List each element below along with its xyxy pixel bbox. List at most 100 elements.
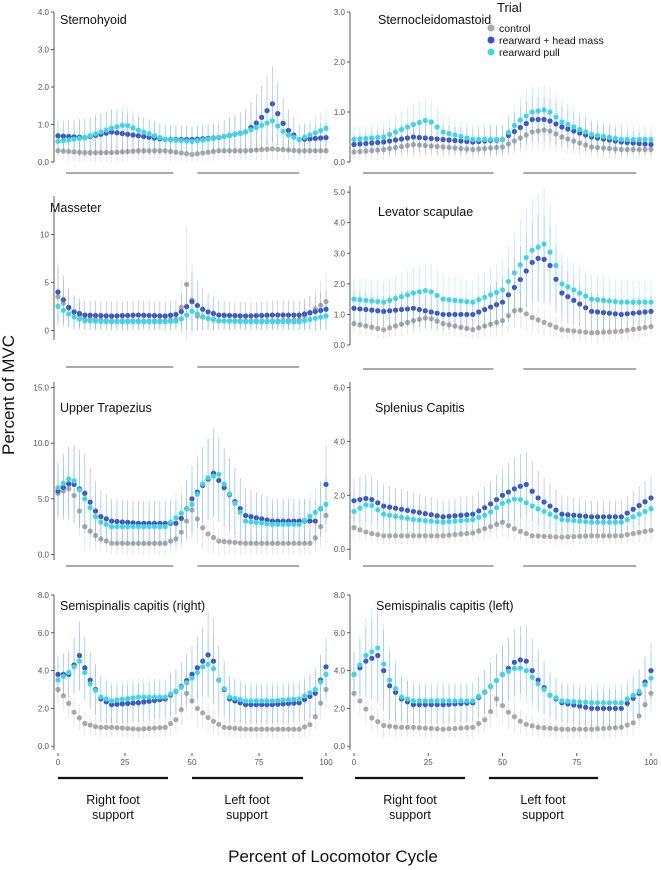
data-point <box>135 127 141 133</box>
data-point <box>312 518 318 524</box>
data-point <box>173 536 179 542</box>
data-point <box>470 311 476 318</box>
data-point <box>369 502 375 509</box>
data-point <box>323 135 329 141</box>
data-point <box>189 151 195 158</box>
data-point <box>381 503 387 509</box>
data-point <box>269 312 275 318</box>
data-point <box>422 315 428 321</box>
data-point <box>375 507 381 513</box>
data-point <box>446 532 452 538</box>
data-point <box>259 540 265 546</box>
data-point <box>114 124 120 130</box>
y-tick-label: 1.0 <box>334 108 346 117</box>
panel-masseter: Masseter 0 5 10 <box>40 196 329 368</box>
series-rearward-pull <box>351 85 654 155</box>
series-rearward-pull <box>351 472 654 536</box>
data-point <box>66 148 72 155</box>
data-point <box>285 697 292 703</box>
data-point <box>511 122 517 129</box>
data-point <box>553 726 559 732</box>
data-point <box>210 148 217 155</box>
data-point <box>357 148 363 155</box>
y-tick-label: 3.0 <box>38 46 50 55</box>
data-point <box>422 698 428 704</box>
data-point <box>404 319 411 325</box>
data-point <box>612 705 618 712</box>
data-point <box>583 305 589 311</box>
data-point <box>577 699 583 705</box>
data-point <box>493 677 500 684</box>
data-point <box>135 524 141 530</box>
data-point <box>253 124 259 131</box>
data-point <box>157 694 163 700</box>
data-point <box>612 533 618 539</box>
data-point <box>440 311 446 318</box>
data-point <box>369 307 375 313</box>
data-point <box>301 696 308 703</box>
data-point <box>248 313 254 319</box>
data-point <box>375 719 381 725</box>
data-point <box>547 725 553 731</box>
data-point <box>428 316 434 322</box>
data-point <box>499 671 506 677</box>
data-point <box>141 133 147 140</box>
data-point <box>618 514 624 520</box>
data-point <box>440 136 446 143</box>
data-point <box>92 723 99 730</box>
data-point <box>553 121 559 127</box>
data-point <box>103 696 109 702</box>
data-point <box>312 714 318 720</box>
data-point <box>565 136 571 142</box>
data-point <box>375 645 381 651</box>
data-point <box>387 504 393 510</box>
data-point <box>381 308 387 314</box>
data-point <box>440 514 446 520</box>
data-point <box>66 700 72 706</box>
x-tick-label: 50 <box>188 758 197 767</box>
data-point <box>189 138 195 144</box>
data-point <box>583 533 589 539</box>
data-point <box>162 694 168 700</box>
data-point <box>269 118 275 124</box>
data-point <box>87 528 93 534</box>
data-point <box>92 514 99 520</box>
data-point <box>559 726 565 732</box>
data-point <box>60 297 66 303</box>
data-point <box>98 536 104 542</box>
data-point <box>216 135 222 141</box>
data-point <box>488 136 494 143</box>
y-tick-label: 6.0 <box>334 383 346 392</box>
data-point <box>553 507 559 513</box>
y-tick-label: 1.0 <box>334 310 346 319</box>
data-point <box>221 481 227 487</box>
data-point <box>642 146 648 153</box>
data-point <box>434 124 440 130</box>
data-point <box>624 696 630 702</box>
data-point <box>375 532 381 538</box>
data-point <box>375 308 381 314</box>
data-point <box>458 311 464 318</box>
data-point <box>253 319 259 325</box>
data-point <box>259 726 265 732</box>
data-point <box>189 675 195 681</box>
data-point <box>253 147 259 153</box>
data-point <box>82 496 88 502</box>
data-point <box>464 146 470 152</box>
data-point <box>381 722 387 729</box>
data-point <box>589 705 595 712</box>
data-point <box>184 518 190 524</box>
data-point <box>103 127 109 133</box>
data-point <box>216 471 222 477</box>
data-point <box>547 533 553 540</box>
data-point <box>422 725 428 731</box>
data-point <box>130 132 136 138</box>
data-point <box>392 724 399 730</box>
data-point <box>476 528 482 534</box>
data-point <box>446 513 452 519</box>
data-point <box>529 723 535 729</box>
data-point <box>541 116 547 123</box>
data-point <box>82 312 88 318</box>
data-point <box>553 324 559 330</box>
